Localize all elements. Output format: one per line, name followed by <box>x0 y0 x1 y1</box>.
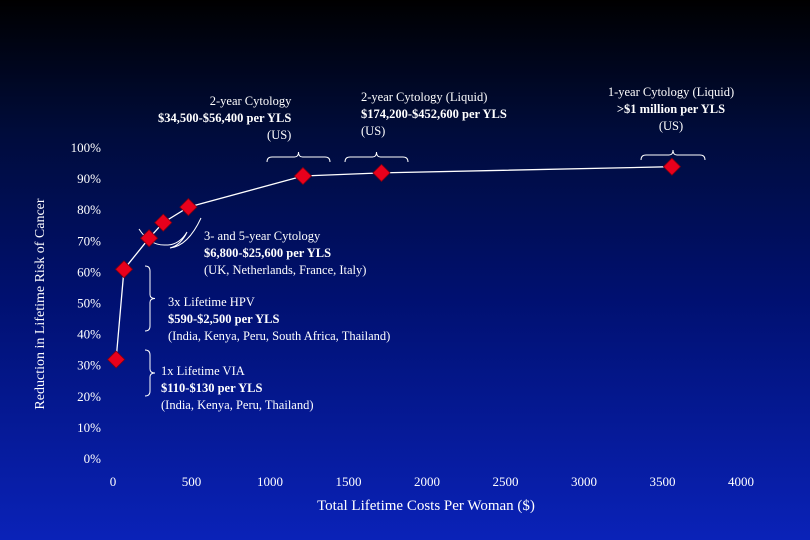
bracket-2-year-liquid <box>344 151 409 163</box>
y-tick-label: 50% <box>77 296 101 311</box>
x-tick-label: 1000 <box>257 474 283 489</box>
annotation-2-year-cytology: 2-year Cytology $34,500-$56,400 per YLS … <box>158 93 291 144</box>
y-tick-label: 10% <box>77 420 101 435</box>
data-point-marker <box>107 350 126 369</box>
y-tick-label: 30% <box>77 358 101 373</box>
x-tick-label: 3000 <box>571 474 597 489</box>
annotation-line: $590-$2,500 per YLS <box>168 312 280 326</box>
annotation-line: $174,200-$452,600 per YLS <box>361 107 507 121</box>
data-point-marker <box>114 260 134 279</box>
y-tick-label: 80% <box>77 202 101 217</box>
annotation-line: (India, Kenya, Peru, South Africa, Thail… <box>168 329 391 343</box>
bracket-1-year-liquid <box>640 149 706 161</box>
x-axis-label: Total Lifetime Costs Per Woman ($) <box>317 498 535 514</box>
annotation-1x-lifetime-via: 1x Lifetime VIA $110-$130 per YLS (India… <box>161 363 314 414</box>
annotation-line: 3- and 5-year Cytology <box>204 229 321 243</box>
annotation-line: (US) <box>267 128 292 142</box>
annotation-line: (India, Kenya, Peru, Thailand) <box>161 398 314 412</box>
series-line <box>115 166 672 360</box>
bracket-1x-lifetime-via <box>144 349 156 397</box>
annotation-line: 2-year Cytology (Liquid) <box>361 90 488 104</box>
data-point-marker <box>154 213 173 232</box>
y-tick-label: 90% <box>77 171 101 186</box>
data-point-marker <box>372 163 391 182</box>
x-tick-label: 1500 <box>336 474 362 489</box>
bracket-3-5-year-cytology <box>138 217 202 249</box>
annotation-line: 1x Lifetime VIA <box>161 364 245 378</box>
x-tick-labels: 0 500 1000 1500 2000 2500 3000 3500 4000 <box>110 474 754 489</box>
x-tick-label: 2000 <box>414 474 440 489</box>
y-axis-label: Reduction in Lifetime Risk of Cancer <box>33 198 48 410</box>
data-point-marker <box>662 157 681 176</box>
data-point-marker <box>293 166 313 186</box>
annotation-line: >$1 million per YLS <box>616 102 726 116</box>
x-tick-label: 0 <box>110 474 117 489</box>
annotation-line: $34,500-$56,400 per YLS <box>158 111 292 125</box>
bracket-2-year-cytology <box>266 151 331 163</box>
x-tick-label: 500 <box>182 474 202 489</box>
annotation-line: (US) <box>361 124 386 138</box>
annotation-line: 3x Lifetime HPV <box>168 295 255 309</box>
data-point-marker <box>140 229 159 248</box>
y-tick-label: 70% <box>77 233 101 248</box>
annotation-2-year-liquid: 2-year Cytology (Liquid) $174,200-$452,6… <box>361 89 507 140</box>
annotation-line: $110-$130 per YLS <box>161 381 263 395</box>
y-tick-label: 100% <box>71 140 102 155</box>
annotation-line: $6,800-$25,600 per YLS <box>204 246 332 260</box>
annotation-3x-lifetime-hpv: 3x Lifetime HPV $590-$2,500 per YLS (Ind… <box>168 294 390 345</box>
annotation-3-5-year-cytology: 3- and 5-year Cytology $6,800-$25,600 pe… <box>204 228 366 279</box>
y-tick-label: 0% <box>84 451 102 466</box>
data-point-marker <box>179 198 198 217</box>
annotation-1-year-liquid: 1-year Cytology (Liquid) >$1 million per… <box>599 84 743 135</box>
y-tick-label: 40% <box>77 327 101 342</box>
y-tick-labels: 0% 10% 20% 30% 40% 50% 60% 70% 80% 90% 100% <box>71 140 102 466</box>
x-tick-label: 2500 <box>493 474 519 489</box>
y-tick-label: 60% <box>77 264 101 279</box>
annotation-line: 1-year Cytology (Liquid) <box>607 85 735 99</box>
annotation-line: (UK, Netherlands, France, Italy) <box>204 263 367 277</box>
annotation-line: 2-year Cytology <box>209 94 292 108</box>
x-tick-label: 4000 <box>728 474 754 489</box>
annotation-line: (US) <box>658 119 684 133</box>
bracket-3x-lifetime-hpv <box>144 265 156 332</box>
y-tick-label: 20% <box>77 389 101 404</box>
x-tick-label: 3500 <box>650 474 676 489</box>
annotation-brackets <box>138 149 706 397</box>
data-markers <box>107 157 681 369</box>
